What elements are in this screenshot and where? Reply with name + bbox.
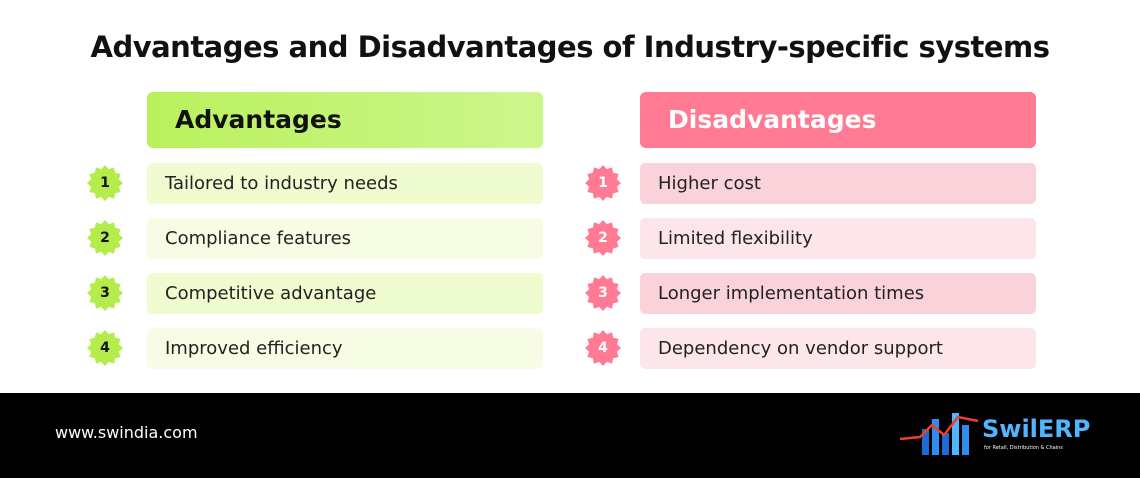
disadvantages-heading: Disadvantages — [640, 92, 1036, 148]
item-row: Tailored to industry needs — [147, 163, 543, 204]
item-row: Competitive advantage — [147, 273, 543, 314]
footer: www.swindia.com SwilERP for Retail, Dist… — [0, 393, 1140, 478]
item-row: Limited flexibility — [640, 218, 1036, 259]
website-url: www.swindia.com — [55, 423, 198, 442]
number-badge: 1 — [585, 165, 621, 201]
item-row: Higher cost — [640, 163, 1036, 204]
number-badge: 4 — [585, 330, 621, 366]
item-row: Dependency on vendor support — [640, 328, 1036, 369]
number-badge: 2 — [87, 220, 123, 256]
title: Advantages and Disadvantages of Industry… — [90, 30, 1051, 64]
number-badge: 2 — [585, 220, 621, 256]
brand-tagline: for Retail, Distribution & Chains — [984, 445, 1063, 451]
brand-name: SwilERP — [982, 415, 1091, 443]
logo-icon — [900, 413, 979, 455]
number-badge: 1 — [87, 165, 123, 201]
number-badge: 3 — [87, 275, 123, 311]
number-badge: 3 — [585, 275, 621, 311]
item-row: Improved efficiency — [147, 328, 543, 369]
advantages-heading: Advantages — [147, 92, 543, 148]
item-row: Longer implementation times — [640, 273, 1036, 314]
item-row: Compliance features — [147, 218, 543, 259]
number-badge: 4 — [87, 330, 123, 366]
